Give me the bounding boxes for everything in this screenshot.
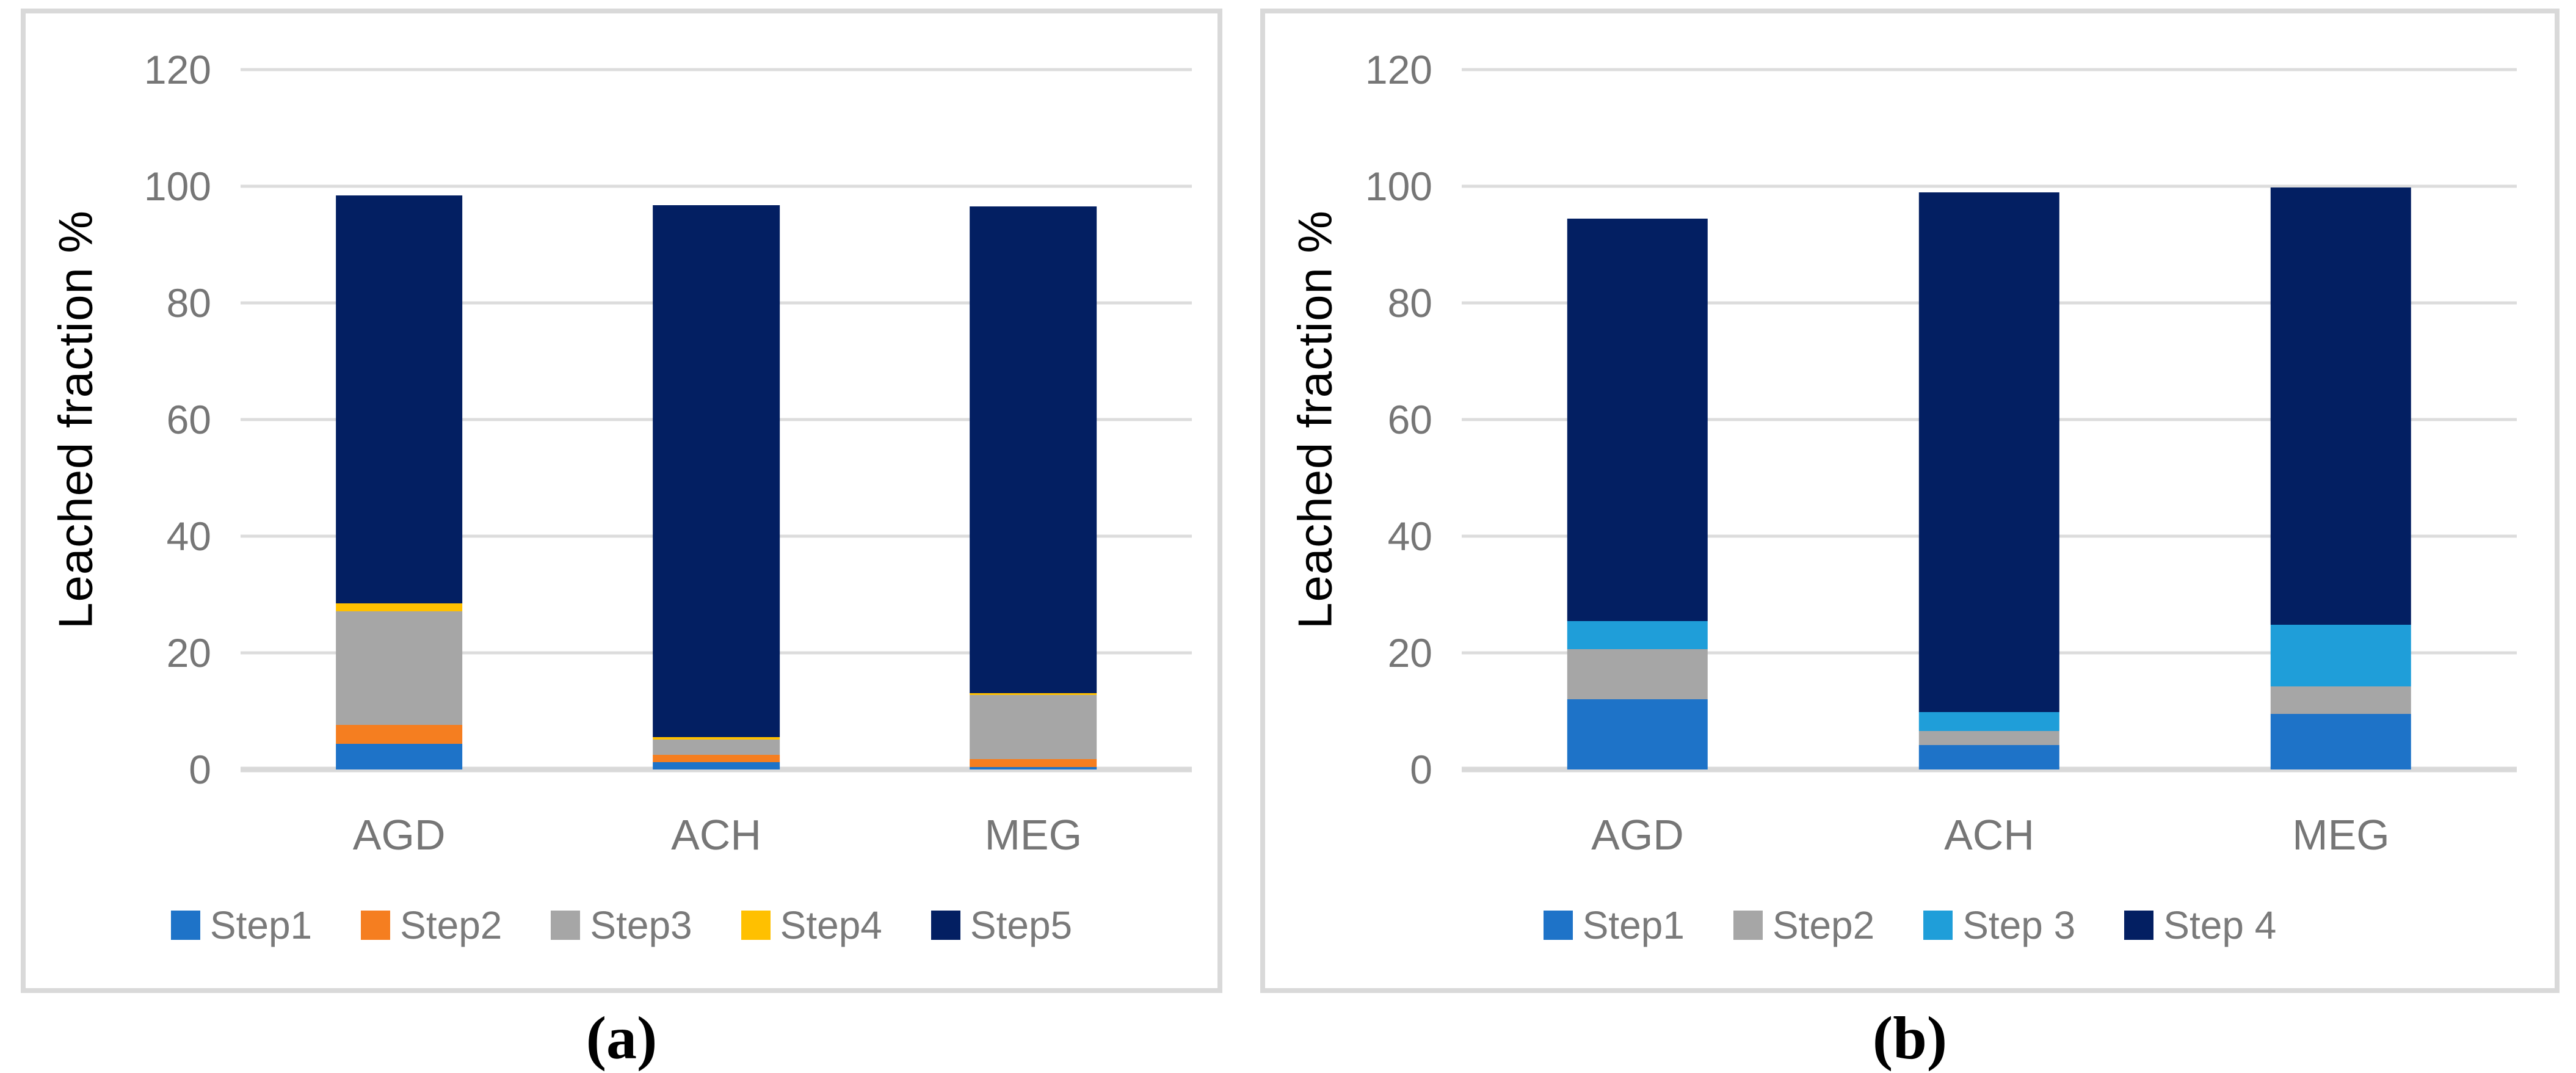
x-category-label-AGD: AGD bbox=[352, 811, 446, 859]
y-tick-label-0: 0 bbox=[1410, 747, 1432, 792]
gridline-100 bbox=[241, 184, 1192, 188]
legend-item-step2: Step2 bbox=[361, 906, 502, 945]
bar-segment-ACH-step1 bbox=[653, 762, 780, 769]
legend-b: Step1 Step2 Step 3 Step 4 bbox=[1265, 898, 2555, 953]
y-tick-label-40: 40 bbox=[1387, 514, 1432, 559]
gridline-120 bbox=[241, 68, 1192, 71]
bar-segment-AGD-step-3 bbox=[1567, 621, 1708, 650]
legend-swatch-icon bbox=[170, 911, 200, 940]
bar-segment-AGD-step1 bbox=[335, 743, 463, 769]
x-category-label-MEG: MEG bbox=[2292, 811, 2390, 859]
bar-segment-MEG-step1 bbox=[2270, 714, 2412, 769]
bar-segment-ACH-step4 bbox=[653, 737, 780, 740]
legend-item-step-4: Step 4 bbox=[2124, 906, 2276, 945]
y-tick-label-100: 100 bbox=[143, 164, 211, 209]
y-axis-title-a: Leached fraction % bbox=[48, 210, 103, 629]
legend-swatch-icon bbox=[2124, 911, 2154, 940]
bar-MEG bbox=[970, 70, 1097, 769]
legend-label: Step4 bbox=[780, 903, 882, 947]
bar-ACH bbox=[653, 70, 780, 769]
y-axis-title-b: Leached fraction % bbox=[1288, 210, 1342, 629]
legend-swatch-icon bbox=[1733, 911, 1763, 940]
caption-a: (a) bbox=[586, 1004, 658, 1072]
bar-segment-ACH-step2 bbox=[1918, 730, 2060, 745]
legend-swatch-icon bbox=[551, 911, 581, 940]
bar-segment-MEG-step2 bbox=[2270, 686, 2412, 715]
x-category-label-ACH: ACH bbox=[671, 811, 761, 859]
caption-b: (b) bbox=[1872, 1004, 1948, 1072]
chart-panel-b: Leached fraction % 0 20 40 60 80 100 120 AGD ACH… bbox=[1260, 9, 2560, 993]
legend-label: Step 3 bbox=[1962, 903, 2076, 947]
chart-panel-a: Leached fraction % 0 20 40 60 80 100 120 AGD ACH… bbox=[21, 9, 1222, 993]
legend-item-step4: Step4 bbox=[741, 906, 882, 945]
bar-segment-MEG-step5 bbox=[970, 206, 1097, 693]
plot-area-b: 0 20 40 60 80 100 120 AGD ACH MEG bbox=[1365, 49, 2517, 856]
legend-label: Step2 bbox=[400, 903, 503, 947]
gridline-100 bbox=[1462, 184, 2517, 188]
bar-ACH bbox=[1918, 70, 2060, 769]
y-tick-label-20: 20 bbox=[1387, 630, 1432, 675]
gridline-120 bbox=[1462, 68, 2517, 71]
bar-segment-AGD-step5 bbox=[335, 195, 463, 603]
bar-segment-MEG-step-3 bbox=[2270, 625, 2412, 687]
x-category-label-AGD: AGD bbox=[1591, 811, 1684, 859]
bar-AGD bbox=[335, 70, 463, 769]
bar-segment-ACH-step5 bbox=[653, 205, 780, 737]
y-tick-label-60: 60 bbox=[166, 397, 211, 442]
legend-label: Step 4 bbox=[2163, 903, 2277, 947]
y-tick-label-80: 80 bbox=[1387, 280, 1432, 326]
legend-a: Step1 Step2 Step3 Step4 Step5 bbox=[26, 898, 1217, 953]
bar-segment-MEG-step1 bbox=[970, 767, 1097, 769]
gridline-0 bbox=[241, 766, 1192, 773]
legend-item-step1: Step1 bbox=[170, 903, 313, 947]
legend-swatch-icon bbox=[361, 911, 391, 940]
legend-swatch-icon bbox=[1543, 911, 1573, 940]
y-tick-label-20: 20 bbox=[166, 630, 211, 675]
bar-AGD bbox=[1567, 70, 1708, 769]
legend-swatch-icon bbox=[1923, 911, 1953, 940]
bar-segment-AGD-step2 bbox=[1567, 649, 1708, 700]
plot-area-a: 0 20 40 60 80 100 120 AGD ACH MEG bbox=[144, 49, 1192, 856]
legend-swatch-icon bbox=[931, 911, 960, 940]
bar-segment-AGD-step2 bbox=[335, 725, 463, 744]
bar-segment-ACH-step2 bbox=[653, 755, 780, 762]
legend-item-step3: Step3 bbox=[551, 906, 692, 945]
bar-segment-ACH-step1 bbox=[1918, 744, 2060, 769]
y-tick-label-0: 0 bbox=[189, 747, 211, 792]
bar-segment-MEG-step4 bbox=[970, 693, 1097, 695]
bar-segment-AGD-step1 bbox=[1567, 699, 1708, 769]
legend-item-step5: Step5 bbox=[931, 906, 1072, 945]
y-tick-label-80: 80 bbox=[166, 280, 211, 326]
legend-item-step-3: Step 3 bbox=[1923, 906, 2075, 945]
x-category-label-ACH: ACH bbox=[1944, 811, 2034, 859]
x-category-label-MEG: MEG bbox=[984, 811, 1083, 859]
legend-item-step1: Step1 bbox=[1543, 903, 1685, 947]
legend-label: Step3 bbox=[590, 903, 692, 947]
bar-segment-AGD-step3 bbox=[335, 611, 463, 726]
bar-segment-AGD-step4 bbox=[335, 603, 463, 612]
legend-label: Step1 bbox=[1582, 903, 1685, 947]
y-tick-label-120: 120 bbox=[143, 47, 211, 92]
gridline-0 bbox=[1462, 766, 2517, 773]
legend-item-step2: Step2 bbox=[1733, 906, 1874, 945]
legend-label: Step5 bbox=[970, 903, 1073, 947]
y-tick-label-40: 40 bbox=[166, 514, 211, 559]
bar-segment-MEG-step2 bbox=[970, 758, 1097, 768]
y-tick-label-100: 100 bbox=[1365, 164, 1432, 209]
bar-segment-MEG-step-4 bbox=[2270, 187, 2412, 625]
bar-segment-ACH-step3 bbox=[653, 740, 780, 755]
bar-MEG bbox=[2270, 70, 2412, 769]
bar-segment-ACH-step-3 bbox=[1918, 712, 2060, 731]
legend-swatch-icon bbox=[741, 911, 771, 940]
y-tick-label-120: 120 bbox=[1365, 47, 1432, 92]
bar-segment-MEG-step3 bbox=[970, 694, 1097, 759]
bar-segment-ACH-step-4 bbox=[1918, 192, 2060, 713]
legend-label: Step2 bbox=[1772, 903, 1875, 947]
legend-label: Step1 bbox=[209, 903, 313, 947]
y-tick-label-60: 60 bbox=[1387, 397, 1432, 442]
bar-segment-AGD-step-4 bbox=[1567, 218, 1708, 622]
